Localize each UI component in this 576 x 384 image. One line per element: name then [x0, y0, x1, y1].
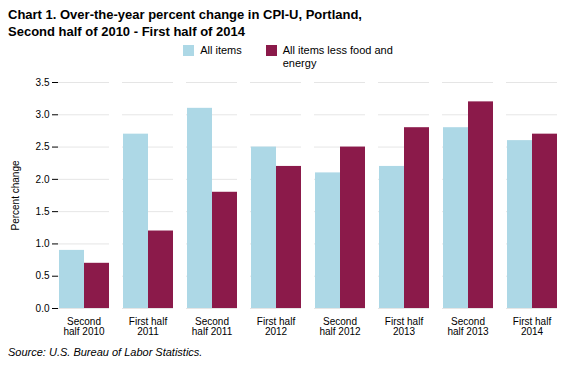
svg-text:1.5: 1.5: [36, 206, 50, 217]
html-text:Second half of 2010 - First ha: Second half of 2010 - First half of 2014: [8, 24, 245, 39]
svg-text:Secondhalf 2011: Secondhalf 2011: [192, 316, 233, 337]
svg-text:3.5: 3.5: [36, 77, 50, 88]
svg-text:3.0: 3.0: [36, 109, 50, 120]
svg-text:0.5: 0.5: [36, 270, 50, 281]
html-text:All items less food and energy: All items less food and energy: [282, 44, 393, 69]
html-text:All items: All items: [200, 44, 242, 56]
svg-text:Secondhalf 2013: Secondhalf 2013: [447, 316, 489, 337]
svg-text:First half2014: First half2014: [513, 316, 552, 337]
svg-text:Secondhalf 2010: Secondhalf 2010: [63, 316, 105, 337]
svg-text:Secondhalf 2012: Secondhalf 2012: [319, 316, 361, 337]
svg-text:2.0: 2.0: [36, 174, 50, 185]
svg-text:1.0: 1.0: [36, 238, 50, 249]
svg-text:First half2012: First half2012: [257, 316, 296, 337]
svg-text:Percent change: Percent change: [10, 160, 21, 230]
svg-text:First half2013: First half2013: [385, 316, 424, 337]
svg-text:0.0: 0.0: [36, 303, 50, 314]
svg-text:First half2011: First half2011: [129, 316, 168, 337]
html-text:Chart 1. Over-the-year percent: Chart 1. Over-the-year percent change in…: [8, 7, 362, 22]
svg-text:2.5: 2.5: [36, 141, 50, 152]
html-text:Source: U.S. Bureau of Labor S: Source: U.S. Bureau of Labor Statistics.: [8, 346, 203, 358]
